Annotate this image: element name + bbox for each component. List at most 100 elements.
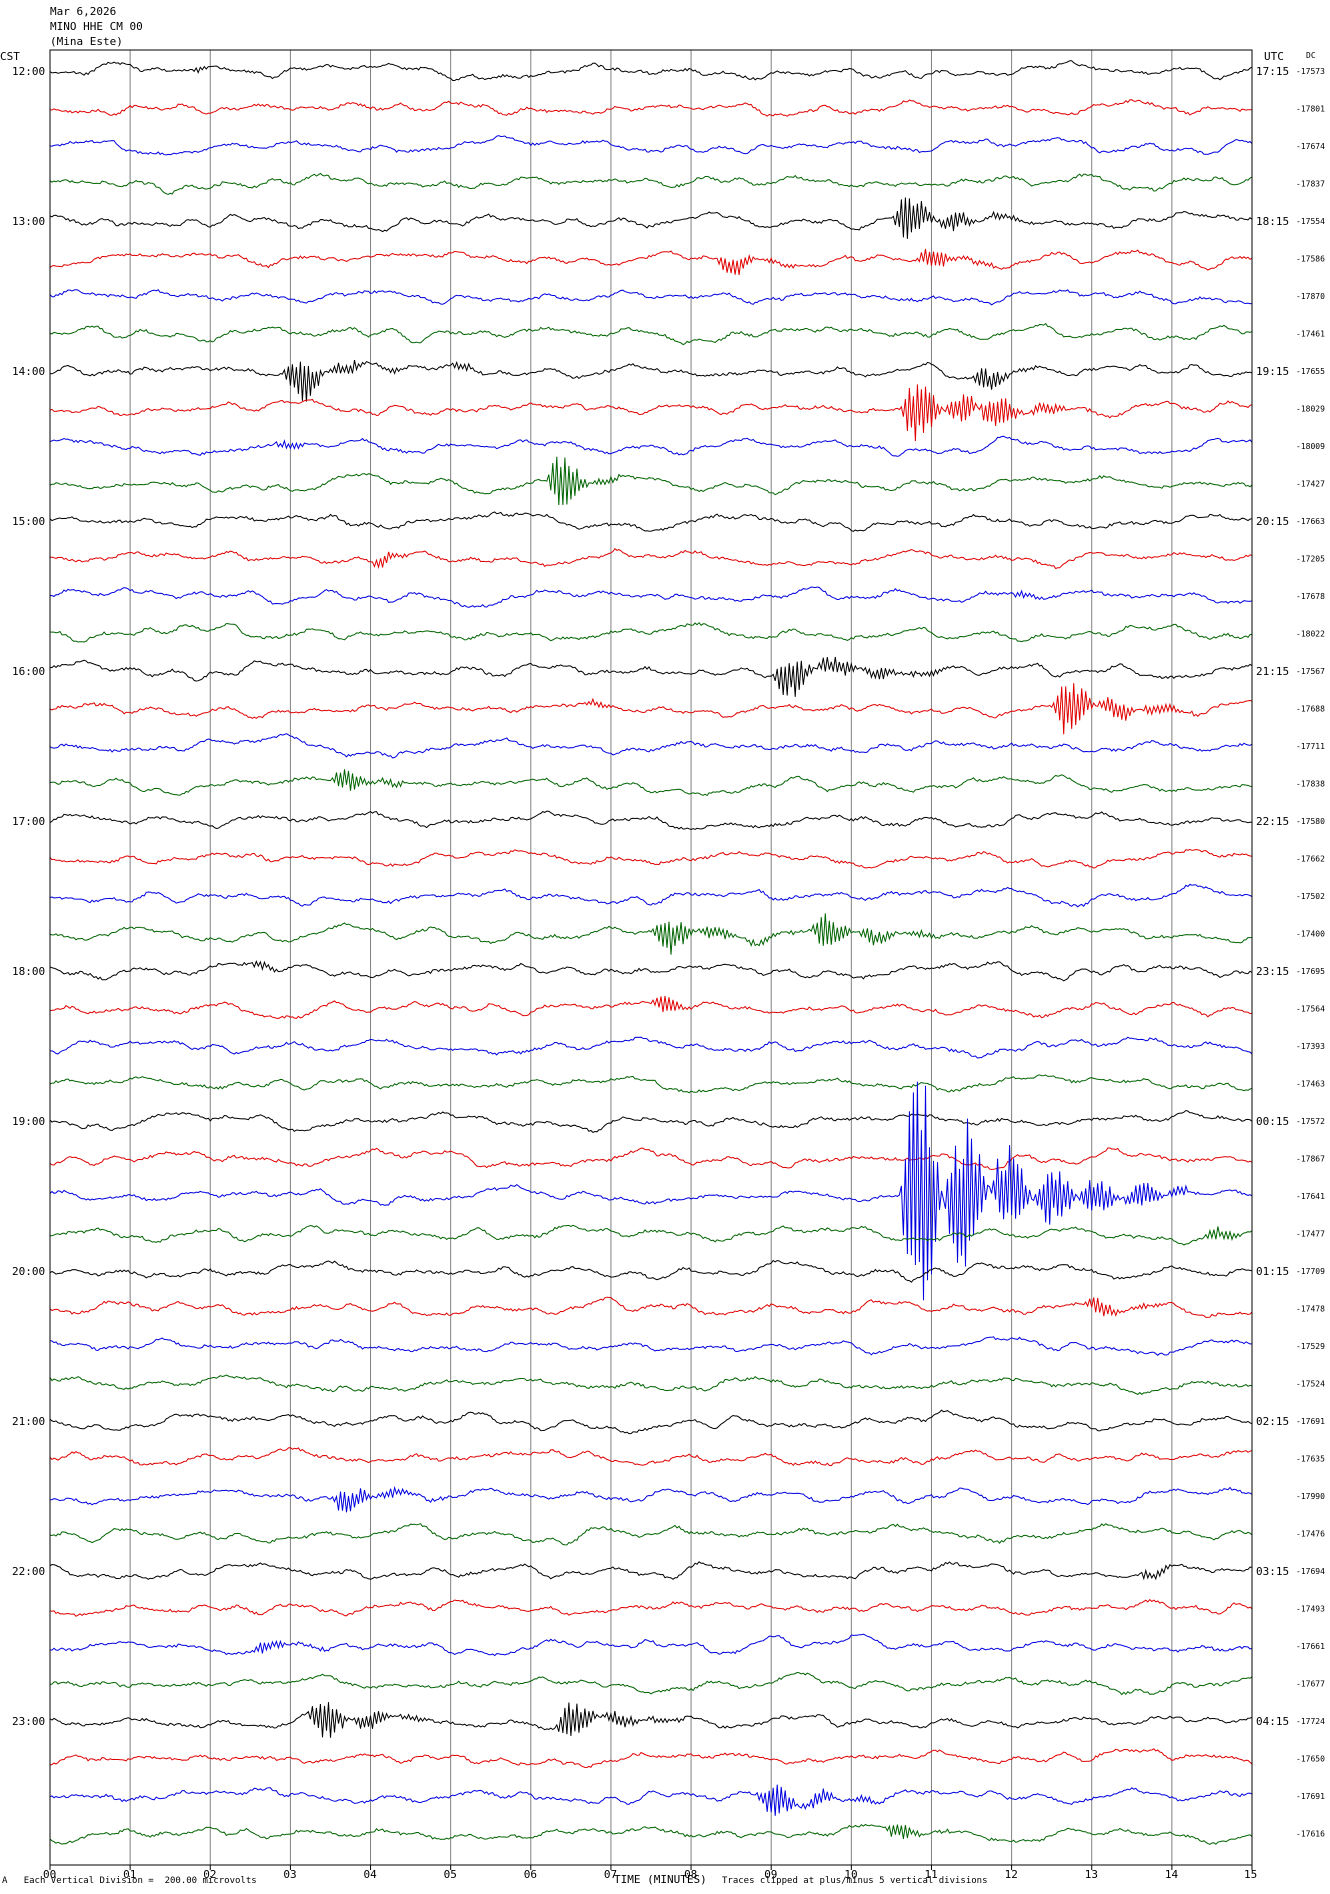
trace-row-15 <box>49 621 1253 643</box>
trace-row-46 <box>49 1784 1253 1816</box>
trace-row-24 <box>49 960 1253 982</box>
right-hour-label: 01:15 <box>1256 1265 1289 1278</box>
header: Mar 6,2026 MINO HHE CM 00 (Mina Este) <box>50 4 143 49</box>
dc-offset: -18022 <box>1296 630 1325 639</box>
left-hour-label: 13:00 <box>12 215 45 228</box>
trace-row-31 <box>50 1224 1253 1246</box>
dc-offset-labels: -17573 -17801 -17674 -17837 -17554 -17586 -178… <box>1296 67 1325 1839</box>
trace-row-9 <box>49 384 1253 442</box>
trace-row-10 <box>49 435 1253 457</box>
trace-row-28 <box>49 1109 1253 1133</box>
trace-row-1 <box>49 99 1252 117</box>
dc-offset: -17554 <box>1296 217 1325 226</box>
dc-offset: -17990 <box>1296 1492 1325 1501</box>
dc-offset: -17572 <box>1296 1117 1325 1126</box>
left-hour-label: 14:00 <box>12 365 45 378</box>
x-tick-label: 07 <box>604 1868 617 1881</box>
dc-offset: -17400 <box>1296 930 1325 939</box>
trace-row-4 <box>49 197 1253 239</box>
trace-row-6 <box>49 289 1253 306</box>
dc-offset: -17695 <box>1296 967 1325 976</box>
dc-offset: -17524 <box>1296 1380 1325 1389</box>
trace-row-19 <box>49 769 1253 797</box>
trace-row-23 <box>49 913 1253 955</box>
dc-offset: -17393 <box>1296 1042 1325 1051</box>
scale-mark: A <box>2 1876 8 1886</box>
x-axis-title: TIME (MINUTES) <box>614 1873 707 1886</box>
dc-offset: -17691 <box>1296 1417 1325 1426</box>
dc-offset: -17870 <box>1296 292 1325 301</box>
left-hour-label: 15:00 <box>12 515 45 528</box>
trace-row-5 <box>49 248 1253 275</box>
x-tick-label: 04 <box>364 1868 378 1881</box>
trace-row-41 <box>49 1598 1253 1617</box>
left-hour-label: 20:00 <box>12 1265 45 1278</box>
dc-offset: -17867 <box>1296 1155 1325 1164</box>
x-tick-label: 03 <box>283 1868 296 1881</box>
axis-labels: CST UTC DC <box>0 50 1316 63</box>
dc-offset: -17564 <box>1296 1005 1325 1014</box>
plot-frame <box>49 49 1253 1866</box>
minute-grid <box>49 50 1253 1865</box>
right-hour-label: 17:15 <box>1256 65 1289 78</box>
left-hour-label: 21:00 <box>12 1415 45 1428</box>
trace-row-29 <box>49 1147 1253 1171</box>
dc-offset: -17674 <box>1296 142 1325 151</box>
x-tick-label: 06 <box>524 1868 537 1881</box>
dc-offset: -17573 <box>1296 67 1325 76</box>
scale-text: Each Vertical Division = 200.00 microvol… <box>23 1876 257 1886</box>
right-hour-label: 23:15 <box>1256 965 1289 978</box>
dc-offset: -17635 <box>1296 1455 1325 1464</box>
dc-offset: -17476 <box>1296 1530 1325 1539</box>
left-zone-label: CST <box>0 50 20 63</box>
scale-note: A Each Vertical Division = 200.00 microv… <box>2 1876 257 1886</box>
x-tick-label: 13 <box>1085 1868 1098 1881</box>
header-location: (Mina Este) <box>50 35 123 48</box>
x-tick-label: 08 <box>684 1868 697 1881</box>
x-tick-label: 09 <box>764 1868 777 1881</box>
dc-offset: -18009 <box>1296 442 1325 451</box>
dc-offset: -17691 <box>1296 1792 1325 1801</box>
right-hour-label: 21:15 <box>1256 665 1289 678</box>
trace-row-44 <box>49 1702 1253 1738</box>
right-hour-label: 22:15 <box>1256 815 1289 828</box>
trace-row-12 <box>49 511 1253 532</box>
left-hour-label: 17:00 <box>12 815 45 828</box>
trace-row-40 <box>49 1561 1253 1581</box>
dc-offset: -17678 <box>1296 592 1325 601</box>
trace-row-22 <box>49 883 1253 908</box>
right-hour-label: 02:15 <box>1256 1415 1289 1428</box>
x-tick-label: 14 <box>1165 1868 1179 1881</box>
trace-row-18 <box>49 733 1253 759</box>
trace-row-43 <box>49 1671 1253 1696</box>
left-hour-label: 12:00 <box>12 65 45 78</box>
trace-row-8 <box>49 359 1253 402</box>
trace-row-38 <box>49 1485 1253 1513</box>
trace-row-7 <box>49 322 1253 346</box>
right-zone-label: UTC <box>1264 50 1284 63</box>
dc-offset: -17641 <box>1296 1192 1325 1201</box>
clip-note: Traces clipped at plus/minus 5 vertical … <box>722 1876 988 1886</box>
dc-offset: -17662 <box>1296 855 1325 864</box>
dc-offset: -17709 <box>1296 1267 1325 1276</box>
left-hour-label: 22:00 <box>12 1565 45 1578</box>
trace-row-42 <box>49 1633 1253 1657</box>
trace-row-17 <box>49 683 1253 735</box>
header-date: Mar 6,2026 <box>50 5 117 18</box>
dc-offset: -17586 <box>1296 255 1325 264</box>
trace-row-34 <box>49 1336 1253 1356</box>
x-tick-label: 10 <box>844 1868 857 1881</box>
dc-offset: -17580 <box>1296 817 1325 826</box>
x-tick-label: 05 <box>444 1868 457 1881</box>
dc-offset: -17838 <box>1296 780 1325 789</box>
trace-row-32 <box>49 1259 1253 1283</box>
right-hour-label: 04:15 <box>1256 1715 1289 1728</box>
x-tick-label: 01 <box>123 1868 136 1881</box>
trace-row-14 <box>49 586 1253 608</box>
dc-offset: -17529 <box>1296 1342 1325 1351</box>
dc-offset: -17661 <box>1296 1642 1325 1651</box>
left-hour-label: 16:00 <box>12 665 45 678</box>
seismic-traces <box>49 60 1253 1845</box>
dc-offset: -17427 <box>1296 480 1325 489</box>
trace-row-30 <box>49 1081 1253 1301</box>
